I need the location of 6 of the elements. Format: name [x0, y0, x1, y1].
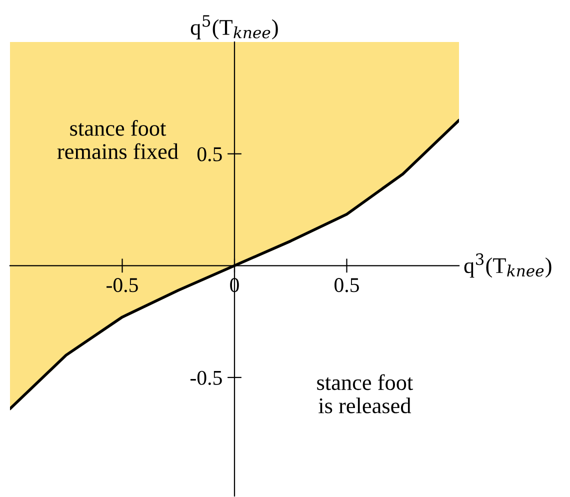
x-tick-label: -0.5 [106, 278, 138, 292]
annotation: stance foot remains fixed [57, 120, 178, 160]
x-axis-title: q$^{3}$(T$_{knee}$) [464, 253, 552, 278]
y-axis-title: q$^{5}$(T$_{knee}$) [190, 15, 278, 40]
annotation: stance foot is released [317, 374, 414, 414]
x-tick-label: 0.5 [334, 278, 359, 292]
